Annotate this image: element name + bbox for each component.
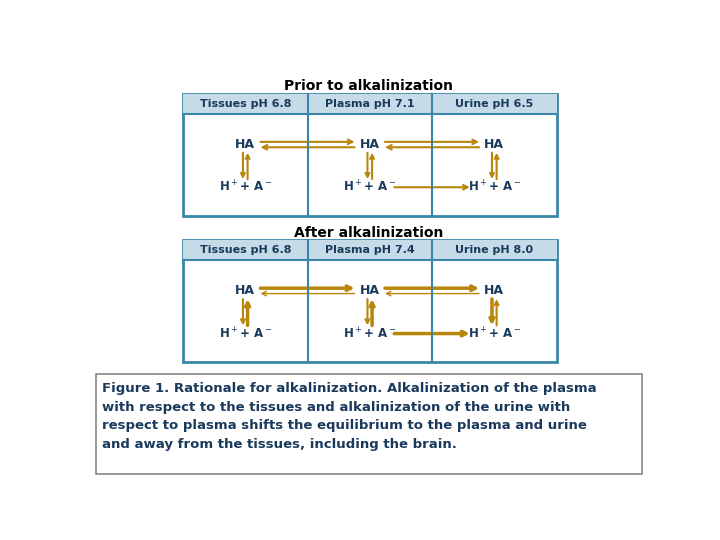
Bar xyxy=(432,240,557,260)
Text: H$^+$+ A$^-$: H$^+$+ A$^-$ xyxy=(219,180,272,195)
Text: HA: HA xyxy=(485,138,504,151)
Text: H$^+$+ A$^-$: H$^+$+ A$^-$ xyxy=(343,326,397,341)
Text: HA: HA xyxy=(235,285,256,298)
Text: Plasma pH 7.4: Plasma pH 7.4 xyxy=(325,245,415,255)
Text: H$^+$+ A$^-$: H$^+$+ A$^-$ xyxy=(468,326,521,341)
Text: HA: HA xyxy=(360,138,379,151)
Text: Urine pH 6.5: Urine pH 6.5 xyxy=(455,99,534,109)
Bar xyxy=(307,94,432,114)
Text: HA: HA xyxy=(360,285,379,298)
Text: HA: HA xyxy=(485,285,504,298)
Text: Tissues pH 6.8: Tissues pH 6.8 xyxy=(199,99,291,109)
Text: H$^+$+ A$^-$: H$^+$+ A$^-$ xyxy=(468,180,521,195)
Text: H$^+$+ A$^-$: H$^+$+ A$^-$ xyxy=(343,180,397,195)
Text: Plasma pH 7.1: Plasma pH 7.1 xyxy=(325,99,415,109)
Text: Figure 1. Rationale for alkalinization. Alkalinization of the plasma
with respec: Figure 1. Rationale for alkalinization. … xyxy=(102,382,597,450)
Bar xyxy=(96,374,642,475)
Text: Tissues pH 6.8: Tissues pH 6.8 xyxy=(199,245,291,255)
Bar xyxy=(183,94,307,114)
Text: H$^+$+ A$^-$: H$^+$+ A$^-$ xyxy=(219,326,272,341)
Bar xyxy=(307,240,432,260)
Text: Urine pH 8.0: Urine pH 8.0 xyxy=(455,245,534,255)
Bar xyxy=(183,94,557,215)
Bar xyxy=(183,240,557,362)
Text: Prior to alkalinization: Prior to alkalinization xyxy=(284,79,454,93)
Bar xyxy=(183,240,307,260)
Text: HA: HA xyxy=(235,138,256,151)
Bar xyxy=(432,94,557,114)
Text: After alkalinization: After alkalinization xyxy=(294,226,444,240)
